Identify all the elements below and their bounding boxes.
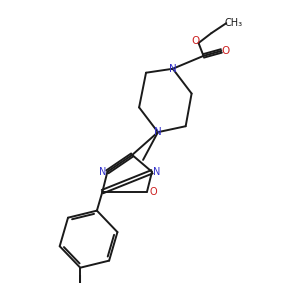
Text: N: N xyxy=(154,127,162,137)
Text: N: N xyxy=(99,167,106,177)
Text: N: N xyxy=(153,167,161,177)
Text: O: O xyxy=(221,46,230,56)
Text: O: O xyxy=(191,36,200,46)
Text: N: N xyxy=(169,64,177,74)
Text: I: I xyxy=(78,274,82,285)
Text: O: O xyxy=(149,187,157,196)
Text: CH₃: CH₃ xyxy=(224,18,242,28)
